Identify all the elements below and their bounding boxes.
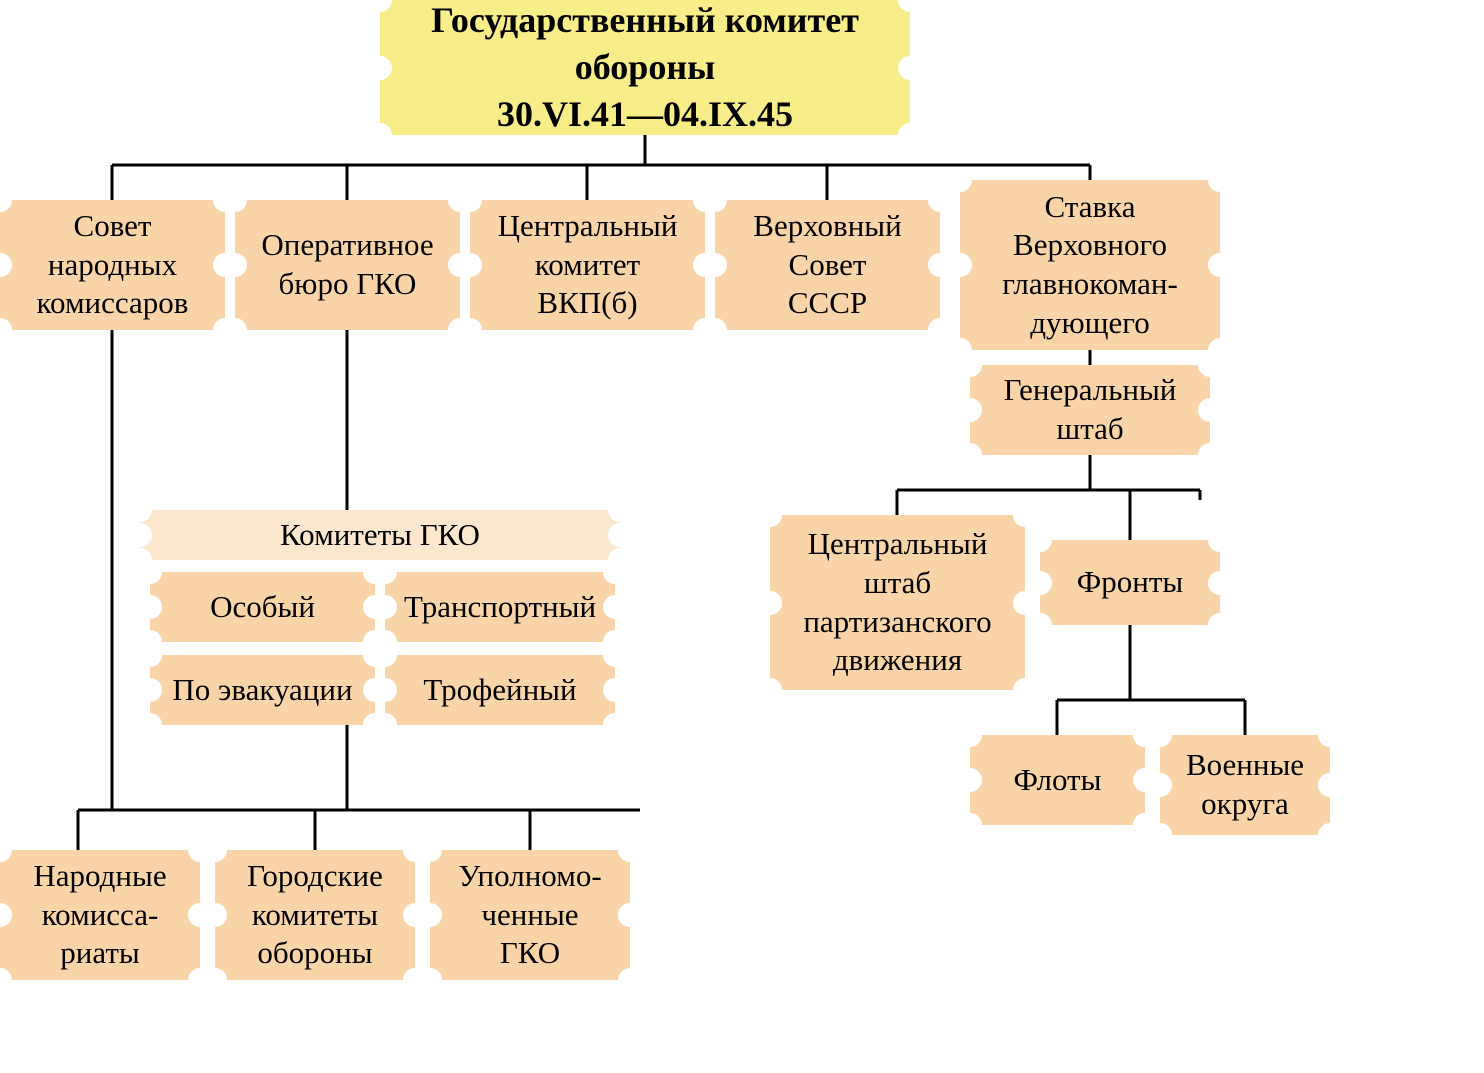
node-trofej: Трофейный <box>385 655 615 725</box>
node-gorodskie-label: Городскиекомитетыобороны <box>247 857 383 973</box>
node-genshtab: Генеральныйштаб <box>970 365 1210 455</box>
node-upolnom: Уполномо-ченныеГКО <box>430 850 630 980</box>
node-opbyuro: Оперативноебюро ГКО <box>235 200 460 330</box>
node-root-label: Государственный комитетобороны30.VI.41—0… <box>431 0 859 138</box>
node-fronty-label: Фронты <box>1077 563 1183 602</box>
node-ck-vkpb-label: ЦентральныйкомитетВКП(б) <box>498 207 678 323</box>
node-gorodskie: Городскиекомитетыобороны <box>215 850 415 980</box>
node-snk: Советнародныхкомиссаров <box>0 200 225 330</box>
node-vs-sssr-label: ВерховныйСоветСССР <box>753 207 901 323</box>
node-osobyj: Особый <box>150 572 375 642</box>
node-narkomaty: Народныекомисса-риаты <box>0 850 200 980</box>
node-trofej-label: Трофейный <box>423 671 576 710</box>
node-evak: По эвакуации <box>150 655 375 725</box>
node-transport: Транспортный <box>385 572 615 642</box>
node-partizan-label: Центральныйштабпартизанскогодвижения <box>803 525 991 680</box>
node-partizan: Центральныйштабпартизанскогодвижения <box>770 515 1025 690</box>
node-voenokr-label: Военныеокруга <box>1186 746 1304 824</box>
node-voenokr: Военныеокруга <box>1160 735 1330 835</box>
node-osobyj-label: Особый <box>210 588 315 627</box>
node-genshtab-label: Генеральныйштаб <box>1004 371 1177 449</box>
node-komitety-gko-label: Комитеты ГКО <box>280 516 480 555</box>
node-evak-label: По эвакуации <box>172 671 352 710</box>
node-fronty: Фронты <box>1040 540 1220 625</box>
node-narkomaty-label: Народныекомисса-риаты <box>33 857 166 973</box>
node-stavka-label: СтавкаВерховногоглавнокоман-дующего <box>1002 188 1178 343</box>
node-vs-sssr: ВерховныйСоветСССР <box>715 200 940 330</box>
node-upolnom-label: Уполномо-ченныеГКО <box>458 857 601 973</box>
node-komitety-gko: Комитеты ГКО <box>140 510 620 560</box>
node-snk-label: Советнародныхкомиссаров <box>37 207 189 323</box>
node-stavka: СтавкаВерховногоглавнокоман-дующего <box>960 180 1220 350</box>
node-floty-label: Флоты <box>1014 761 1102 800</box>
node-root: Государственный комитетобороны30.VI.41—0… <box>380 0 910 135</box>
node-opbyuro-label: Оперативноебюро ГКО <box>261 226 433 304</box>
node-transport-label: Транспортный <box>404 588 596 627</box>
node-ck-vkpb: ЦентральныйкомитетВКП(б) <box>470 200 705 330</box>
node-floty: Флоты <box>970 735 1145 825</box>
